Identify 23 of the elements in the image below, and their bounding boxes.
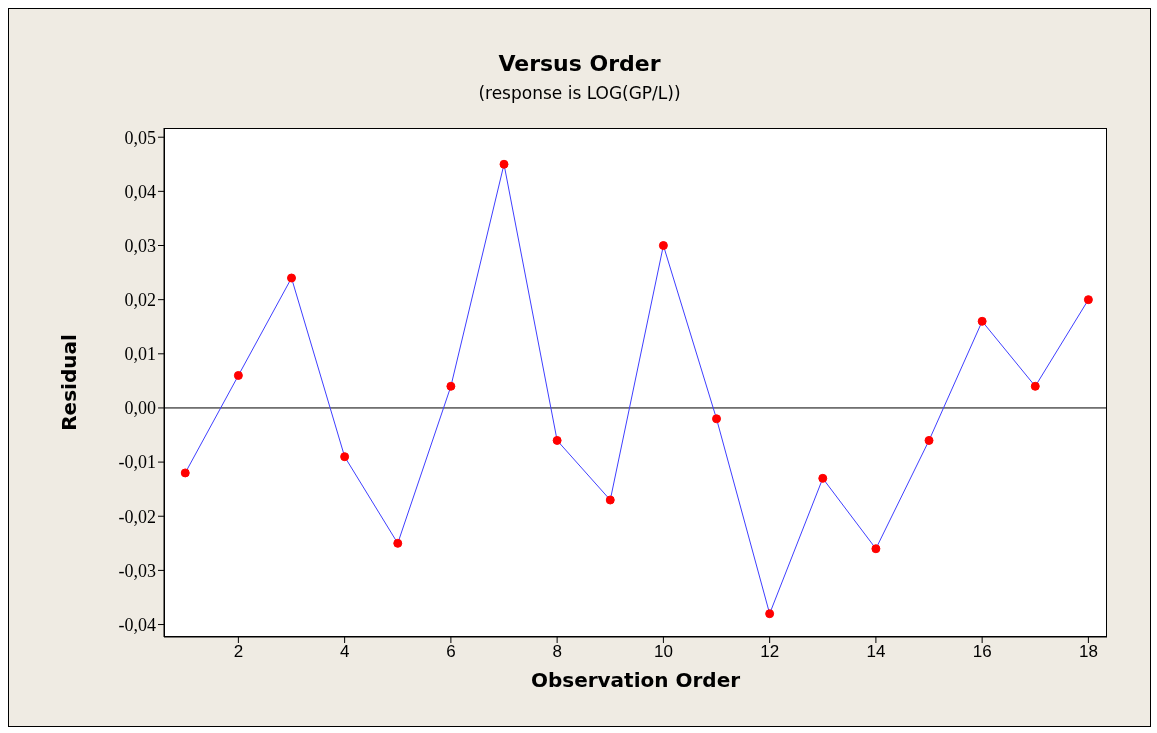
x-tick-label: 4 bbox=[339, 642, 350, 662]
x-tick-label: 2 bbox=[233, 642, 244, 662]
y-tick-label: -0,01 bbox=[118, 452, 156, 473]
y-tick-label: 0,03 bbox=[124, 235, 156, 256]
chart-subtitle: (response is LOG(GP/L)) bbox=[477, 83, 682, 103]
y-tick-label: -0,03 bbox=[118, 560, 156, 581]
y-tick-label: -0,04 bbox=[118, 614, 156, 635]
y-axis-title: Residual bbox=[57, 334, 82, 431]
y-tick-label: -0,02 bbox=[118, 506, 156, 527]
x-axis-title: Observation Order bbox=[530, 668, 741, 692]
y-tick-label: 0,02 bbox=[124, 290, 156, 311]
x-tick-label: 10 bbox=[653, 642, 673, 662]
y-tick-label: 0,05 bbox=[124, 127, 156, 148]
y-tick-label: 0,01 bbox=[124, 344, 156, 365]
x-tick-label: 14 bbox=[866, 642, 886, 662]
y-tick-label: 0,00 bbox=[124, 398, 156, 419]
x-tick-label: 12 bbox=[760, 642, 780, 662]
x-tick-label: 18 bbox=[1078, 642, 1098, 662]
y-tick-label: 0,04 bbox=[124, 181, 156, 202]
chart-title: Versus Order bbox=[497, 51, 662, 76]
x-tick-label: 6 bbox=[446, 642, 456, 662]
x-tick-label: 8 bbox=[552, 642, 562, 662]
x-tick-label: 16 bbox=[972, 642, 992, 662]
